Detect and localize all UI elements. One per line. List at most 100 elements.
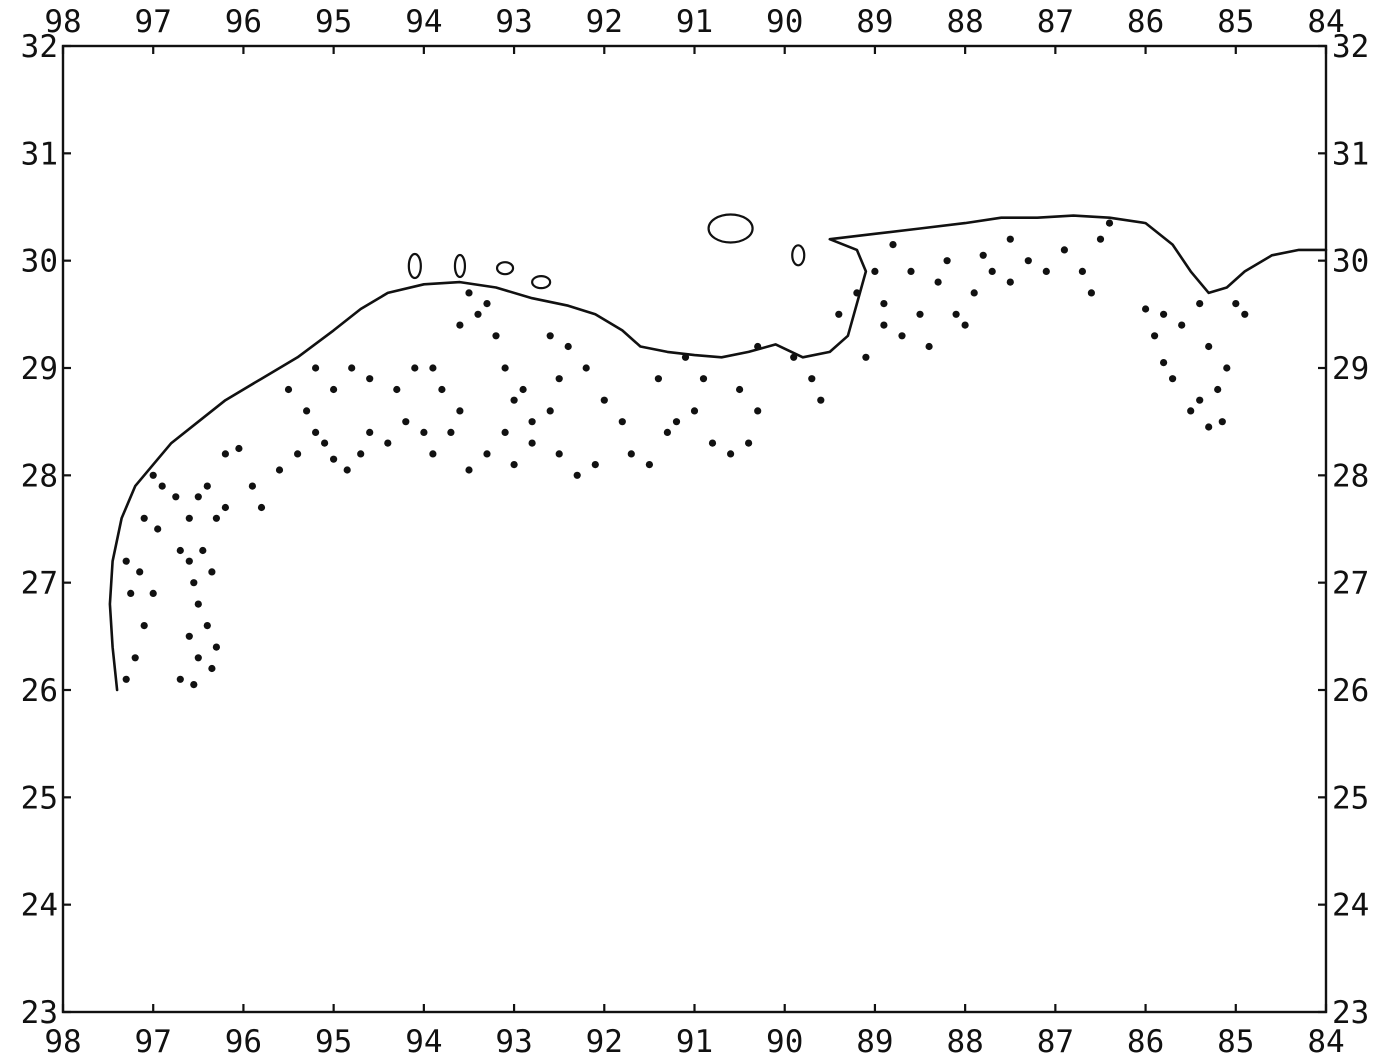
station-point [501, 364, 509, 372]
station-point [343, 466, 351, 474]
bottom-lon-label: 96 [225, 1024, 262, 1060]
station-point [510, 396, 518, 404]
top-lon-label: 98 [44, 4, 81, 40]
axis-ticks [61, 44, 1328, 1014]
station-point [862, 353, 870, 361]
station-point [194, 654, 202, 662]
top-lon-label: 94 [405, 4, 442, 40]
coastal-island-4 [531, 275, 552, 290]
station-point [411, 364, 419, 372]
coastal-island-3 [495, 261, 515, 276]
station-point [853, 289, 861, 297]
station-point [582, 364, 590, 372]
station-point [474, 310, 482, 318]
station-point [1241, 310, 1249, 318]
station-point [203, 622, 211, 630]
station-point [172, 493, 180, 501]
station-point [510, 461, 518, 469]
station-point [528, 418, 536, 426]
station-point [136, 568, 144, 576]
left-lat-label: 27 [21, 566, 58, 602]
station-point [284, 385, 293, 394]
station-point [916, 310, 924, 318]
station-point [154, 525, 162, 533]
station-point [1105, 219, 1114, 227]
station-point [1160, 359, 1168, 367]
station-point [907, 267, 915, 275]
station-point [1169, 375, 1177, 383]
station-point [131, 654, 139, 662]
station-point [528, 439, 536, 447]
station-point [176, 546, 184, 555]
left-lat-label: 32 [21, 29, 58, 65]
top-lon-label: 84 [1307, 4, 1344, 40]
top-lon-label: 85 [1217, 4, 1254, 40]
station-point [501, 428, 509, 436]
station-point [185, 632, 193, 640]
station-point [1151, 332, 1159, 340]
station-point [429, 450, 437, 458]
left-lat-label: 30 [21, 244, 58, 280]
station-point [348, 364, 356, 372]
station-point [420, 428, 428, 436]
station-point [672, 418, 681, 426]
top-lon-axis: 98 97 96 95 94 93 92 91 90 89 88 87 86 85 84 [44, 4, 1344, 40]
station-point [1006, 278, 1014, 286]
station-point [330, 455, 338, 463]
station-point [393, 385, 401, 394]
bottom-lon-label: 87 [1037, 1024, 1074, 1060]
top-lon-label: 95 [315, 4, 352, 40]
station-point [208, 568, 216, 576]
station-point [149, 589, 157, 598]
right-lat-label: 24 [1332, 888, 1369, 924]
station-point [618, 418, 626, 426]
station-point [203, 482, 211, 490]
station-point [1214, 385, 1222, 394]
top-lon-label: 97 [135, 4, 172, 40]
station-point [248, 482, 256, 490]
station-point [312, 428, 320, 436]
station-point [925, 342, 933, 351]
station-point [817, 396, 825, 404]
right-lat-label: 30 [1332, 244, 1369, 280]
station-point [681, 353, 690, 361]
station-point [988, 267, 996, 275]
station-point [149, 471, 157, 479]
station-point [555, 375, 563, 383]
coastal-island-5 [707, 213, 754, 244]
station-point [1196, 300, 1204, 308]
coastal-island-1 [407, 252, 422, 280]
station-point [663, 428, 672, 436]
station-point [221, 503, 229, 512]
station-point [122, 675, 130, 683]
top-lon-label: 86 [1127, 4, 1164, 40]
station-point [312, 364, 320, 372]
station-point [1187, 407, 1195, 415]
left-lat-label: 25 [21, 780, 58, 816]
land-features [407, 213, 806, 290]
station-point [140, 514, 148, 522]
station-point [492, 332, 500, 340]
bottom-lon-label: 95 [315, 1024, 352, 1060]
top-lon-label: 89 [856, 4, 893, 40]
station-point [357, 450, 365, 458]
bottom-lon-label: 86 [1127, 1024, 1164, 1060]
station-point [934, 278, 942, 286]
left-lat-label: 31 [21, 136, 58, 172]
station-point [546, 332, 554, 340]
station-point [952, 310, 960, 318]
bottom-lon-label: 92 [586, 1024, 623, 1060]
right-lat-axis: 23 24 25 26 27 28 29 30 31 32 [1332, 29, 1369, 1031]
station-point [235, 444, 243, 453]
station-point [573, 471, 581, 479]
station-point [654, 375, 663, 383]
station-point [185, 557, 193, 565]
station-point [321, 439, 329, 447]
bottom-lon-label: 91 [676, 1024, 713, 1060]
station-point [208, 664, 216, 673]
station-point [745, 439, 753, 447]
station-point [1205, 423, 1213, 431]
station-point [456, 407, 464, 415]
station-point [294, 450, 302, 458]
